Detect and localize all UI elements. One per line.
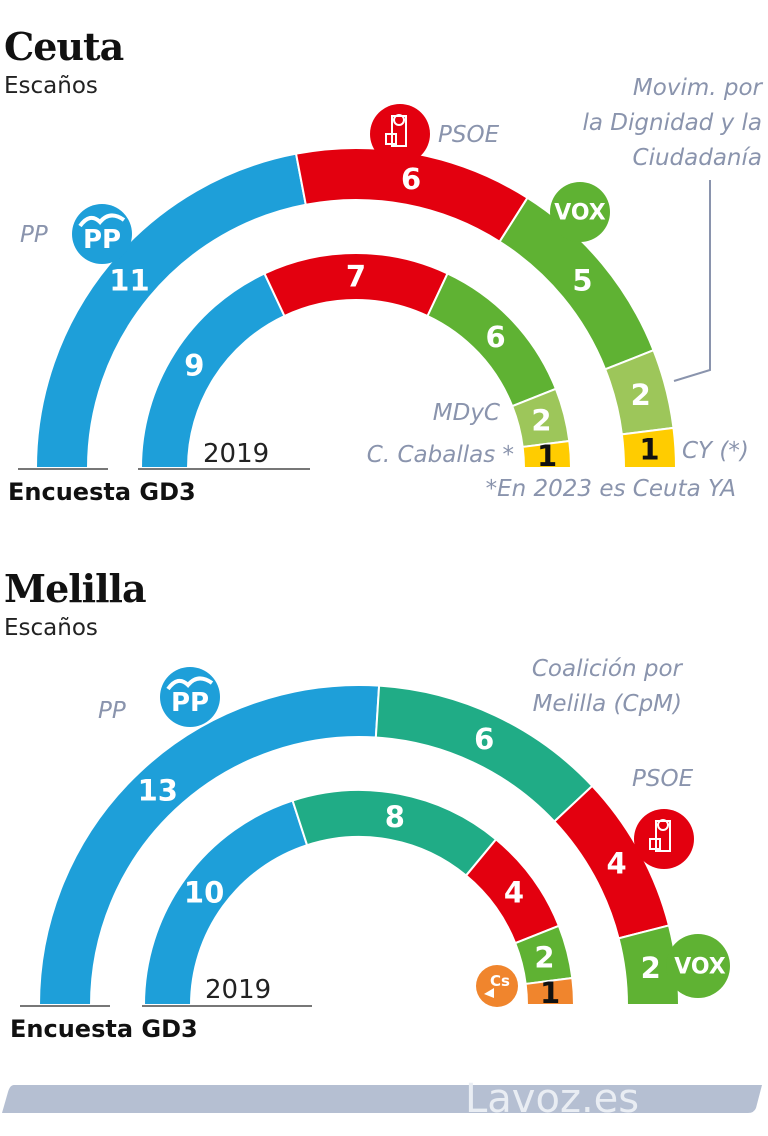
vox-logo-icon: VOX [550, 182, 610, 242]
ceuta-outer-segment-cy [620, 426, 678, 469]
psoe-logo-icon [370, 104, 430, 164]
ceuta-inner-seats-pp: 9 [184, 348, 204, 382]
ceuta-outer-seats-vox: 5 [572, 264, 592, 298]
footer-band [2, 1085, 762, 1113]
ceuta-caballas-label: C. Caballas * [367, 442, 514, 468]
ceuta-mdyc-long-label-3: Ciudadanía [633, 145, 762, 171]
melilla-subtitle: Escaños [4, 615, 98, 641]
footer-brand: Lavoz.es [465, 1076, 639, 1122]
melilla-inner-seats-cpm: 8 [385, 800, 405, 834]
ceuta-outer-seats-cy: 1 [639, 433, 659, 467]
melilla-inner-ring: 10 8 421 [142, 789, 576, 1010]
melilla-cpm-label-1: Coalición por [532, 656, 684, 682]
svg-text:VOX: VOX [674, 955, 726, 980]
ceuta-inner-seats-mdyc: 2 [531, 403, 551, 437]
ceuta-inner-label: 2019 [203, 439, 269, 469]
ceuta-mdyc-long-label-1: Movim. por [633, 75, 764, 101]
ceuta-inner-seats-vox: 6 [486, 320, 506, 354]
ceuta-mdyc-long-label-2: la Dignidad y la [583, 110, 762, 136]
svg-text:PP: PP [83, 225, 121, 255]
melilla-inner-seats-cs: 1 [540, 976, 560, 1010]
melilla-inner-segment-cs [524, 976, 576, 1006]
pp-logo-icon: PP [72, 204, 132, 264]
ceuta-psoe-label: PSOE [438, 122, 500, 148]
ceuta-mdyc-label: MDyC [433, 400, 500, 426]
melilla-outer-label: Encuesta GD3 [10, 1015, 198, 1043]
psoe-logo-icon [634, 809, 694, 869]
cs-logo-icon: Cs [476, 965, 518, 1007]
ceuta-outer-seats-psoe: 6 [401, 162, 421, 196]
ceuta-outer-seats-pp: 11 [109, 264, 149, 298]
melilla-outer-segment-pp [37, 684, 381, 1006]
footer-bar: Lavoz.es [2, 1076, 762, 1122]
ceuta-inner-segment-cy [521, 439, 573, 469]
melilla-title: Melilla [4, 566, 146, 611]
ceuta-inner-ring: 9 7 6 21 [139, 251, 573, 473]
melilla-cpm-label-2: Melilla (CpM) [533, 691, 682, 717]
ceuta-mdyc-leader-line [673, 180, 711, 382]
pp-logo-icon: PP [160, 667, 220, 727]
melilla-outer-seats-vox: 2 [641, 951, 661, 985]
melilla-outer-seats-cpm: 6 [474, 722, 494, 756]
ceuta-inner-seats-psoe: 7 [346, 260, 366, 294]
melilla-outer-seats-psoe: 4 [607, 846, 627, 880]
ceuta-cy-label: CY (*) [682, 438, 749, 464]
ceuta-pp-label: PP [20, 222, 48, 248]
ceuta-title: Ceuta [4, 24, 124, 69]
ceuta-footnote: *En 2023 es Ceuta YA [486, 476, 736, 502]
svg-text:PP: PP [171, 688, 209, 718]
svg-text:Cs: Cs [490, 972, 510, 990]
ceuta-subtitle: Escaños [4, 73, 98, 99]
ceuta-outer-seats-mdyc: 2 [631, 378, 651, 412]
melilla-inner-seats-pp: 10 [184, 875, 224, 909]
vox-logo-icon: VOX [666, 934, 730, 998]
melilla-inner-label: 2019 [205, 975, 271, 1005]
melilla-inner-seats-psoe: 4 [504, 875, 524, 909]
ceuta-outer-ring: 11 6 5 2 1 [34, 147, 678, 469]
melilla-psoe-label: PSOE [632, 766, 694, 792]
melilla-outer-seats-pp: 13 [138, 774, 178, 808]
ceuta-outer-label: Encuesta GD3 [8, 478, 196, 506]
melilla-pp-label: PP [98, 698, 126, 724]
svg-text:VOX: VOX [554, 201, 606, 226]
melilla-inner-seats-vox: 2 [534, 940, 554, 974]
ceuta-inner-seats-cy: 1 [537, 439, 557, 473]
